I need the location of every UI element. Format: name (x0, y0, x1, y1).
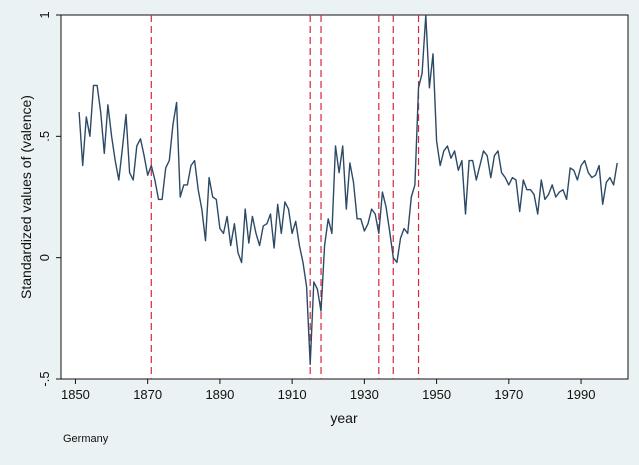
plot-area (60, 14, 629, 380)
y-tick-label: 1 (37, 11, 52, 18)
x-tick-label: 1970 (494, 387, 523, 402)
x-tick-label: 1870 (133, 387, 162, 402)
y-tick-label: -.5 (37, 371, 52, 386)
x-tick-label: 1890 (205, 387, 234, 402)
chart-note: Germany (63, 433, 109, 445)
x-tick-label: 1990 (567, 387, 596, 402)
y-axis-label: Standardized values of (valence) (18, 95, 34, 299)
y-axis-ticks: -.5 0 .5 1 (37, 11, 61, 387)
y-tick-label: .5 (37, 131, 52, 142)
x-tick-label: 1910 (278, 387, 307, 402)
y-tick-label: 0 (37, 254, 52, 261)
reference-lines (150, 15, 420, 379)
x-tick-label: 1950 (422, 387, 451, 402)
series-line (78, 14, 618, 366)
x-axis-ticks: 1850 1870 1890 1910 1930 1950 1970 1990 (61, 379, 596, 402)
x-tick-label: 1930 (350, 387, 379, 402)
x-tick-label: 1850 (61, 387, 90, 402)
x-axis-label: year (330, 410, 358, 426)
